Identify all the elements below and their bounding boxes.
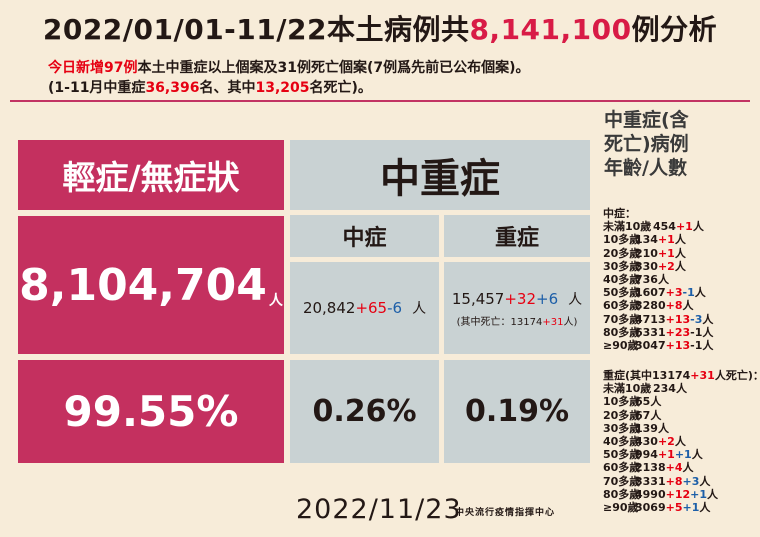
mild-count-unit: 人 (268, 293, 283, 309)
age-row: 20多歲210+1人 (603, 246, 686, 260)
moderate-age-list: 中症： 未滿10歲 454+1人 10多歲134+1人 20多歲210+1人 30多歲3… (603, 207, 758, 352)
age-row: ≥90歲3069+5+1人 (603, 501, 711, 515)
source-agency: 中央流行疫情指揮中心 (455, 508, 556, 518)
mild-header-cell: 輕症/無症狀 (18, 140, 284, 210)
mild-percent-cell: 99.55% (18, 360, 284, 463)
age-row: 70多歲3331+8+3人 (603, 474, 711, 488)
age-row: 40多歲430+2人 (603, 435, 686, 449)
age-row: 30多歲139人 (603, 421, 669, 435)
severe-header-cell: 中重症 (290, 140, 590, 210)
serious-age-heading: 重症(其中13174+31人死亡)： (603, 369, 760, 382)
page-title: 2022/01/01-11/22本土病例共8,141,100例分析 (42, 13, 718, 46)
age-row: 50多歲1607+3-1人 (603, 286, 706, 300)
header-divider (10, 100, 750, 102)
mild-count-cell: 8,104,704 人 (18, 216, 284, 354)
age-row: ≥90歲3047+13-1人 (603, 339, 714, 353)
serious-percent-cell: 0.19% (444, 360, 590, 463)
age-row: 60多歲3280+8人 (603, 299, 694, 313)
age-row: 20多歲67人 (603, 408, 662, 422)
serious-age-list: 重症(其中13174+31人死亡)： 未滿10歲 234人 10多歲65人 20多歲6… (603, 369, 760, 515)
age-row: 10多歲65人 (603, 395, 662, 409)
age-row: 未滿10歲 454+1人 (603, 220, 704, 234)
age-row: 30多歲330+2人 (603, 259, 686, 273)
total-cases-number: 8,141,100 (469, 13, 632, 46)
moderate-count-cell: 20,842 +65 -6 人 (290, 262, 439, 354)
age-breakdown-title: 中重症(含 死亡)病例 年齡/人數 (604, 109, 689, 179)
age-row: 未滿10歲 234人 (603, 382, 687, 396)
report-date: 2022/11/23 (296, 494, 462, 525)
age-row: 10多歲134+1人 (603, 233, 686, 247)
subtitle-line-1: 今日新增97例本土中重症以上個案及31例死亡個案(7例爲先前已公布個案)。 (48, 60, 530, 76)
serious-death-note: (其中死亡：13174+31人) (456, 316, 578, 328)
age-row: 80多歲4990+12+1人 (603, 487, 719, 501)
mild-count-value: 8,104,704 (19, 259, 267, 311)
moderate-percent-cell: 0.26% (290, 360, 439, 463)
age-row: 80多歲6331+23-1人 (603, 325, 714, 339)
moderate-age-heading: 中症： (603, 207, 636, 220)
serious-count-cell: 15,457+32+6 人 (其中死亡：13174+31人) (444, 262, 590, 354)
age-row: 70多歲4713+13-3人 (603, 312, 714, 326)
new-cases-highlight: 今日新增97例 (48, 60, 138, 76)
moderate-header-cell: 中症 (290, 215, 439, 257)
serious-header-cell: 重症 (444, 215, 590, 257)
age-row: 50多歲994+1+1人 (603, 448, 703, 462)
age-row: 60多歲2138+4人 (603, 461, 694, 475)
serious-count-line: 15,457+32+6 人 (451, 289, 583, 308)
subtitle-line-2: (1-11月中重症36,396名、其中13,205名死亡)。 (48, 80, 372, 96)
age-row: 40多歲736人 (603, 273, 669, 287)
